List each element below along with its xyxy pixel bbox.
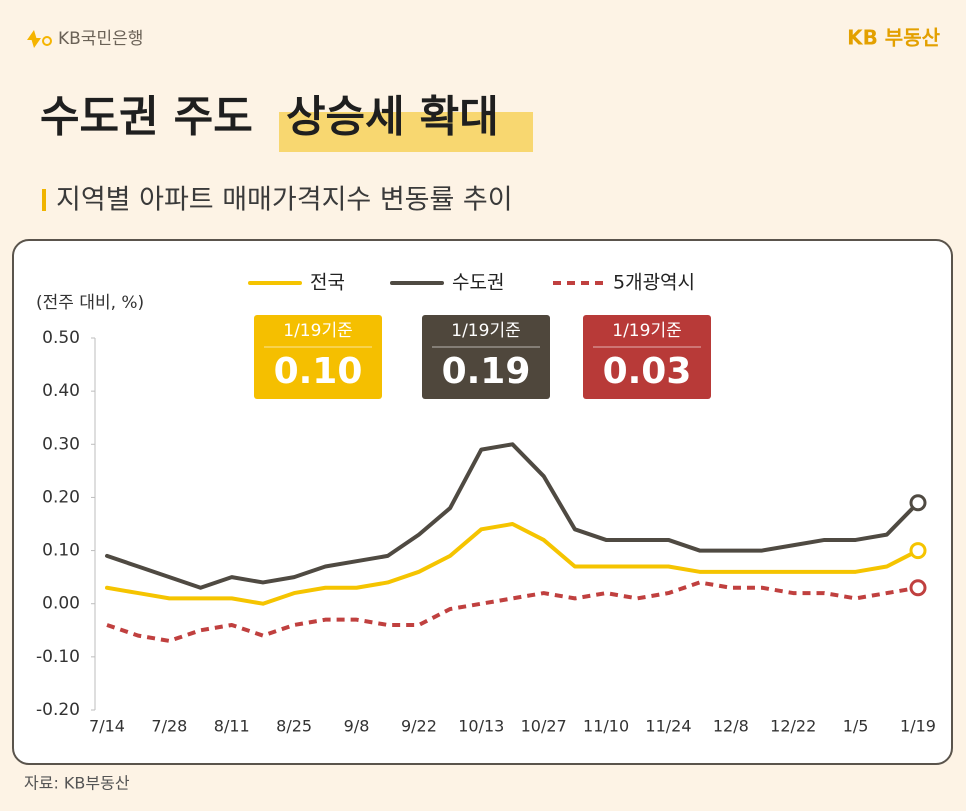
y-tick-label: 0.40 [42,381,80,401]
x-tick-label: 7/28 [151,717,187,736]
badge-caption: 1/19기준 [612,321,681,341]
x-tick-label: 8/25 [276,717,312,736]
subtitle-bar [42,189,46,211]
y-tick-label: 0.50 [42,328,80,348]
end-point [909,494,927,512]
brand-logo [27,30,52,48]
title-main: 수도권 주도 [40,93,253,143]
x-tick-label: 9/22 [401,717,437,736]
brand: KB국민은행 [58,29,143,49]
legend-item: 수도권 [390,272,504,294]
series-line [106,580,919,643]
title-highlight-text: 상승세 확대 [286,93,499,143]
x-tick-label: 8/11 [214,717,250,736]
x-tick-label: 9/8 [344,717,370,736]
badge-box [583,315,711,399]
badge-caption: 1/19기준 [283,321,352,341]
badge: 1/19기준 0.03 [583,315,711,399]
y-tick-label: 0.00 [42,594,80,614]
y-tick-label: 0.20 [42,487,80,507]
legend-label: 전국 [310,272,345,294]
badge: 1/19기준 0.10 [254,315,382,399]
site-name: KB 부동산 [847,26,941,50]
logo-star [27,30,41,48]
title-highlight [279,112,533,152]
x-tick-label: 10/13 [458,717,504,736]
x-tick-label: 12/22 [770,717,816,736]
x-tick-label: 1/5 [843,717,869,736]
logo-dot [42,36,52,46]
series-line [105,522,920,606]
source: 자료: KB부동산 [24,774,130,793]
y-tick-label: -0.10 [36,647,80,667]
y-tick-label: -0.20 [36,700,80,720]
chart-card [12,239,953,765]
badge-value: 0.03 [603,351,692,392]
x-tick-label: 1/19 [900,717,936,736]
x-tick-label: 11/24 [645,717,691,736]
y-axis-label: (전주 대비, %) [36,293,144,313]
badge-box [254,315,382,399]
legend-item: 5개광역시 [553,272,695,294]
x-tick-label: 11/10 [583,717,629,736]
badge-value: 0.10 [274,351,363,392]
end-point [909,542,927,560]
badge-value: 0.19 [442,351,531,392]
badge-box [422,315,550,399]
end-point [909,579,927,597]
badge: 1/19기준 0.19 [422,315,550,399]
x-tick-label: 12/8 [713,717,749,736]
y-tick-label: 0.30 [42,434,80,454]
badge-caption: 1/19기준 [451,321,520,341]
legend-item: 전국 [248,272,345,294]
series-line [105,442,920,590]
x-tick-label: 10/27 [521,717,567,736]
legend-label: 수도권 [452,272,504,294]
subtitle: 지역별 아파트 매매가격지수 변동률 추이 [56,185,513,216]
y-tick-label: 0.10 [42,541,80,561]
legend-label: 5개광역시 [613,272,695,294]
x-tick-label: 7/14 [89,717,125,736]
